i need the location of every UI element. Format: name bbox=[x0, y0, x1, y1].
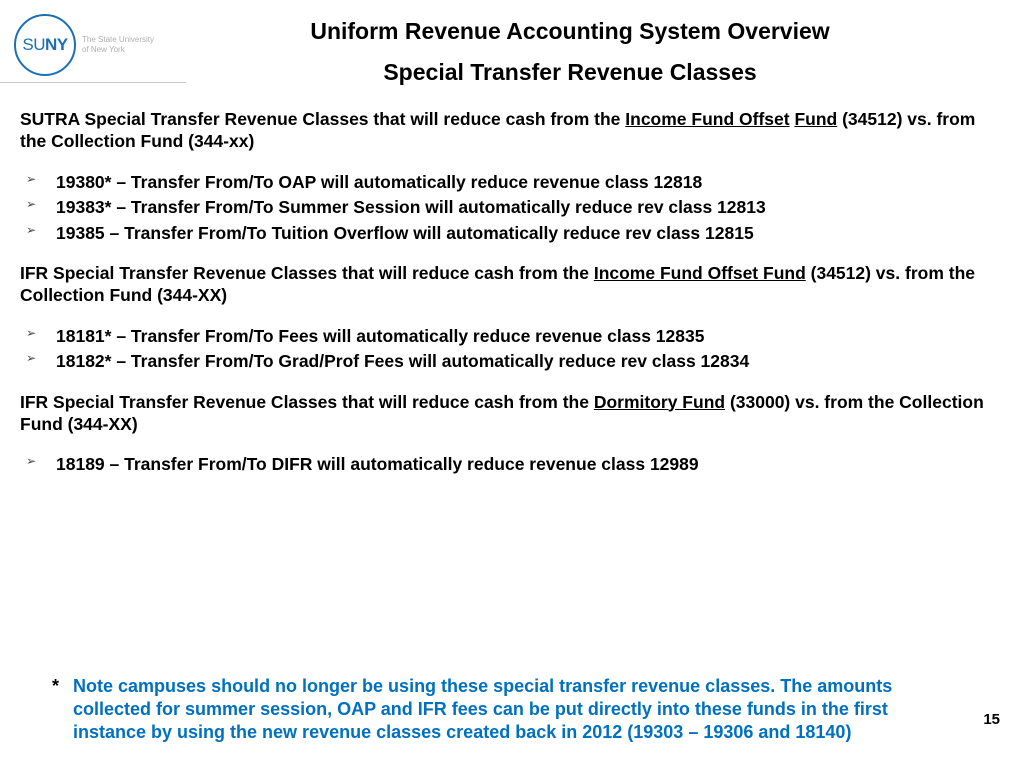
section3-intro: IFR Special Transfer Revenue Classes tha… bbox=[20, 391, 998, 436]
footnote-text: Note campuses should no longer be using … bbox=[73, 675, 944, 744]
section1-list: 19380* – Transfer From/To OAP will autom… bbox=[24, 171, 998, 244]
suny-logo: SUNY bbox=[14, 14, 76, 76]
logo-text-ny: NY bbox=[45, 35, 68, 55]
list-item: 19385 – Transfer From/To Tuition Overflo… bbox=[24, 222, 998, 244]
footnote: * Note campuses should no longer be usin… bbox=[52, 675, 944, 744]
page-number: 15 bbox=[983, 711, 1000, 728]
section3-list: 18189 – Transfer From/To DIFR will autom… bbox=[24, 453, 998, 475]
list-item: 19380* – Transfer From/To OAP will autom… bbox=[24, 171, 998, 193]
logo-subtitle: The State University of New York bbox=[82, 35, 154, 54]
section2-intro: IFR Special Transfer Revenue Classes tha… bbox=[20, 262, 998, 307]
list-item: 18181* – Transfer From/To Fees will auto… bbox=[24, 325, 998, 347]
page-subtitle: Special Transfer Revenue Classes bbox=[190, 59, 950, 86]
divider bbox=[0, 82, 186, 83]
footnote-marker: * bbox=[52, 675, 59, 744]
list-item: 18189 – Transfer From/To DIFR will autom… bbox=[24, 453, 998, 475]
list-item: 18182* – Transfer From/To Grad/Prof Fees… bbox=[24, 350, 998, 372]
logo-area: SUNY The State University of New York bbox=[14, 14, 154, 76]
list-item: 19383* – Transfer From/To Summer Session… bbox=[24, 196, 998, 218]
section2-list: 18181* – Transfer From/To Fees will auto… bbox=[24, 325, 998, 373]
logo-text-su: SU bbox=[22, 35, 45, 55]
content-body: SUTRA Special Transfer Revenue Classes t… bbox=[20, 108, 998, 494]
section1-intro: SUTRA Special Transfer Revenue Classes t… bbox=[20, 108, 998, 153]
page-title: Uniform Revenue Accounting System Overvi… bbox=[190, 18, 950, 45]
